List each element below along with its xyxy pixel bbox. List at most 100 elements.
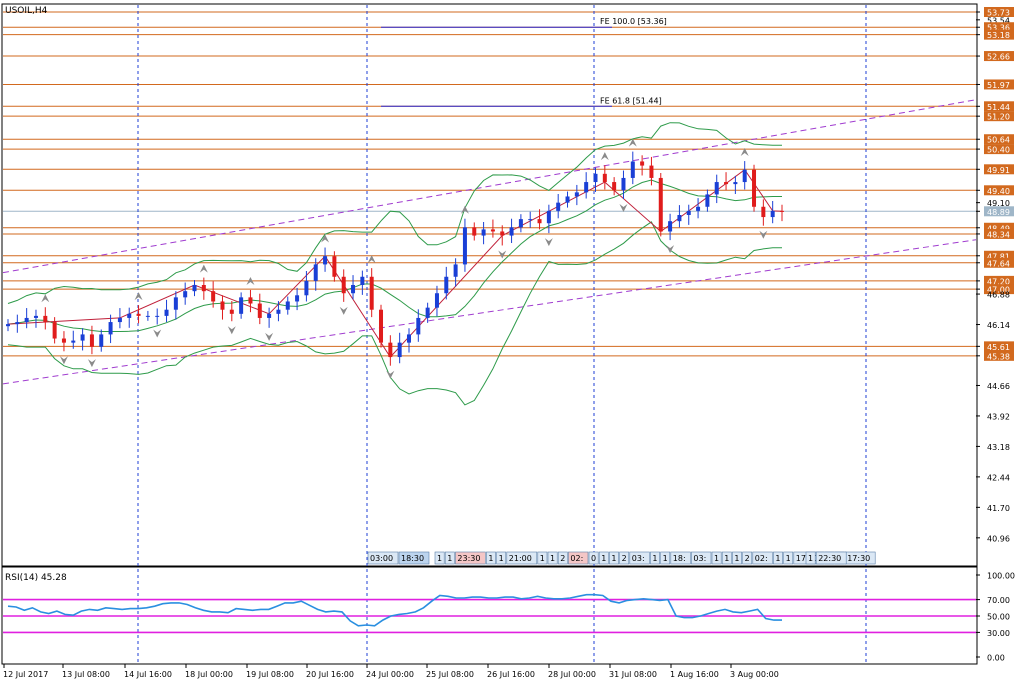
fractal-up-marker xyxy=(246,276,255,285)
rsi-tick-label: 70.00 xyxy=(987,596,1010,605)
time-tick-label: 20 Jul 16:00 xyxy=(306,670,354,679)
session-time-box xyxy=(506,551,538,565)
band-upper xyxy=(7,122,782,304)
candle-body xyxy=(6,324,10,327)
price-tick-label: 48.49 xyxy=(987,224,1010,233)
candle-body xyxy=(724,182,729,185)
candle-body xyxy=(434,293,439,308)
session-time-label: 1 xyxy=(714,554,719,563)
time-tick-label: 13 Jul 08:00 xyxy=(62,670,110,679)
price-tick-label: 46.88 xyxy=(987,291,1010,300)
price-tick-label: 44.66 xyxy=(987,382,1010,391)
price-tick-label: 50.40 xyxy=(987,146,1010,155)
candle-body xyxy=(285,301,290,310)
candle-body xyxy=(15,322,20,325)
candle-body xyxy=(556,202,561,211)
session-time-label: 1 xyxy=(488,554,493,563)
fibo-level-label: FE 100.0 [53.36] xyxy=(600,17,667,26)
candle-body xyxy=(705,194,710,207)
candle-body xyxy=(127,313,132,318)
session-time-label: 1 xyxy=(447,554,452,563)
fractal-down-marker xyxy=(339,306,348,315)
session-time-label: 03:00 xyxy=(370,554,393,563)
session-time-label: 22:30 xyxy=(818,554,841,563)
candle-body xyxy=(117,317,122,323)
candle-body xyxy=(351,285,356,294)
session-time-label: 1 xyxy=(499,554,504,563)
session-time-label: 03: xyxy=(693,554,706,563)
session-time-box xyxy=(444,551,455,565)
level-price-box xyxy=(984,51,1014,62)
fractal-up-marker xyxy=(367,255,376,264)
time-tick-label: 25 Jul 08:00 xyxy=(426,670,474,679)
session-time-label: 18: xyxy=(673,554,686,563)
candle-body xyxy=(229,309,234,314)
candle-body xyxy=(211,291,216,302)
candle-body xyxy=(742,169,747,183)
session-time-box xyxy=(609,551,619,565)
rsi-indicator: 100.00 70.00 50.00 30.00 0.00 xyxy=(3,572,1015,663)
rsi-line xyxy=(7,593,782,627)
price-tick-label: 45.61 xyxy=(987,343,1010,352)
candle-body xyxy=(630,161,635,178)
candle-body xyxy=(248,297,253,304)
candle-body xyxy=(444,276,449,294)
price-tick-label: 43.92 xyxy=(987,412,1010,421)
candle-body xyxy=(239,297,244,314)
candle-body xyxy=(584,182,589,193)
session-time-label: 1 xyxy=(437,554,442,563)
time-tick-label: 3 Aug 00:00 xyxy=(730,670,779,679)
session-time-box xyxy=(805,551,816,565)
session-time-box xyxy=(752,551,773,565)
session-time-label: 1 xyxy=(724,554,729,563)
candle-body xyxy=(677,215,682,222)
level-price-box xyxy=(984,341,1014,352)
price-tick-label: 46.14 xyxy=(987,321,1010,330)
time-tick-label: 14 Jul 16:00 xyxy=(124,670,172,679)
time-tick-label: 18 Jul 00:00 xyxy=(185,670,233,679)
candle-body xyxy=(462,227,467,265)
candle-body xyxy=(388,342,393,358)
price-tick-label: 47.20 xyxy=(987,277,1010,286)
session-time-label: 1 xyxy=(734,554,739,563)
rsi-tick-label: 30.00 xyxy=(987,629,1010,638)
level-price-box xyxy=(984,350,1014,361)
price-tick-label: 48.89 xyxy=(987,208,1010,217)
price-tick-label: 49.10 xyxy=(987,199,1010,208)
candle-body xyxy=(593,173,598,183)
time-tick-label: 31 Jul 08:00 xyxy=(609,670,657,679)
chart-title: USOIL,H4 xyxy=(5,6,48,16)
candle-body xyxy=(341,276,346,294)
session-time-label: 02: xyxy=(755,554,768,563)
session-time-box xyxy=(691,551,712,565)
fractal-down-marker xyxy=(59,356,68,365)
candle-body xyxy=(770,210,775,218)
fractal-down-marker xyxy=(265,332,274,341)
price-tick-label: 43.18 xyxy=(987,443,1010,452)
candle-body xyxy=(108,322,113,335)
level-price-box xyxy=(984,101,1014,112)
session-time-box xyxy=(660,551,671,565)
candle-body xyxy=(406,334,411,343)
candle-body xyxy=(537,219,542,224)
candle-body xyxy=(183,291,188,298)
session-time-label: 1 xyxy=(663,554,668,563)
candle-body xyxy=(155,315,160,317)
session-time-box xyxy=(815,551,847,565)
level-price-box xyxy=(984,7,1014,17)
rsi-title: RSI(14) 45.28 xyxy=(5,573,67,583)
candle-body xyxy=(640,161,645,166)
candle-body xyxy=(649,165,654,178)
session-time-box xyxy=(537,551,548,565)
session-time-label: 1 xyxy=(550,554,555,563)
session-time-box xyxy=(598,551,609,565)
session-time-box xyxy=(588,551,599,565)
price-tick-label: 51.97 xyxy=(987,81,1010,90)
candle-body xyxy=(425,307,430,318)
session-time-label: 1 xyxy=(601,554,606,563)
channel-upper-line xyxy=(2,99,977,274)
session-time-box xyxy=(496,551,507,565)
candle-body xyxy=(267,313,272,318)
fractal-up-marker xyxy=(134,292,143,301)
